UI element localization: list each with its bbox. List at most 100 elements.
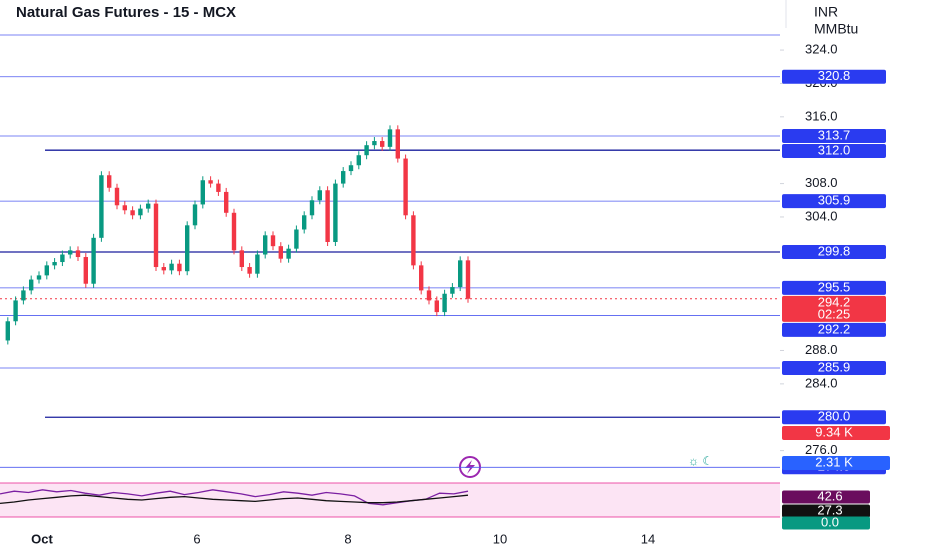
candle [341, 171, 346, 184]
candle [146, 203, 151, 209]
candle [325, 190, 330, 242]
candle [91, 237, 96, 284]
candle [208, 180, 213, 184]
candle [434, 300, 439, 313]
price-badge [782, 144, 886, 159]
rsi-badge [782, 504, 870, 518]
price-badge-label: 295.5 [818, 279, 851, 294]
candle [177, 263, 182, 272]
volume-badge [782, 426, 890, 440]
candle [5, 321, 10, 341]
candle [333, 183, 338, 242]
y-tick-label: 276.0 [805, 442, 838, 457]
candle [130, 210, 135, 216]
price-badge-label: 312.0 [818, 142, 851, 157]
candle [270, 235, 276, 247]
candle [224, 191, 229, 213]
candle [364, 145, 369, 156]
candle [278, 246, 283, 259]
volume-label: 9.34 K [815, 424, 853, 439]
y-tick-label: 288.0 [805, 342, 838, 357]
candle [231, 212, 237, 251]
price-badge-label: 299.8 [818, 243, 851, 258]
candle [75, 250, 81, 258]
candle [356, 155, 361, 166]
rsi-band [0, 483, 780, 517]
candle [411, 215, 416, 266]
candle [52, 262, 57, 266]
x-tick-label: 8 [344, 531, 351, 546]
volume-label: 2.31 K [815, 454, 853, 469]
candle [138, 208, 143, 216]
theme-icons[interactable]: ☼ ☾ [688, 454, 713, 468]
candle [450, 287, 455, 294]
candle [99, 175, 104, 238]
candle [286, 248, 291, 259]
candle [465, 260, 471, 299]
candle [200, 180, 205, 205]
candle [247, 267, 252, 274]
candle [458, 260, 463, 288]
candle [60, 254, 65, 263]
y-tick-label: 308.0 [805, 175, 838, 190]
candle [114, 187, 120, 206]
rsi-line [0, 489, 469, 506]
candle [169, 263, 174, 271]
candle [255, 254, 260, 274]
candle [107, 175, 112, 188]
rsi-line [0, 494, 469, 505]
price-badge [782, 129, 886, 144]
rsi-label: 42.6 [817, 488, 842, 503]
candle [192, 204, 198, 226]
candle [13, 300, 18, 322]
y-tick-label: 316.0 [805, 108, 838, 123]
currency: INR [814, 4, 838, 20]
candle [185, 225, 190, 272]
candle [153, 203, 159, 268]
candle [68, 250, 73, 255]
candle [317, 190, 322, 201]
x-tick-label: 6 [193, 531, 200, 546]
candle [419, 265, 424, 291]
x-tick-label: Oct [31, 531, 53, 546]
candle [309, 200, 315, 216]
volume-badge [782, 456, 890, 470]
price-badge-label: 320.8 [818, 68, 851, 83]
price-badge [782, 245, 886, 260]
price-badge-label: 280.0 [818, 409, 851, 424]
y-tick-label: 324.0 [805, 42, 838, 57]
candle [239, 250, 244, 268]
price-badge-label: 313.7 [818, 127, 851, 142]
candle [216, 183, 221, 192]
price-badge [782, 361, 886, 376]
candle [380, 141, 385, 147]
price-badge [782, 280, 886, 295]
candle [122, 205, 127, 211]
unit: MMBtu [814, 21, 858, 37]
price-badge-label: 294.2 [818, 294, 851, 309]
price-badge [782, 322, 886, 337]
rsi-badge [782, 516, 870, 530]
candle [403, 158, 408, 216]
price-badge [782, 69, 886, 84]
price-badge-label: 02:25 [818, 306, 851, 321]
candle [294, 229, 299, 249]
candle [263, 235, 268, 255]
price-badge-label: 305.9 [818, 193, 851, 208]
rsi-label: 0.0 [821, 514, 839, 529]
candle [161, 267, 166, 271]
candle [348, 165, 354, 172]
candle [44, 265, 49, 276]
chart-title: Natural Gas Futures - 15 - MCX [16, 4, 236, 21]
candle [395, 129, 400, 159]
candle [83, 257, 88, 284]
y-tick-label: 284.0 [805, 375, 838, 390]
price-badge [782, 194, 886, 209]
price-badge [782, 295, 886, 322]
candle [387, 129, 393, 147]
price-badge-label: 285.9 [818, 359, 851, 374]
x-tick-label: 14 [641, 531, 655, 546]
price-badge-label: 292.2 [818, 321, 851, 336]
price-badge [782, 410, 886, 425]
